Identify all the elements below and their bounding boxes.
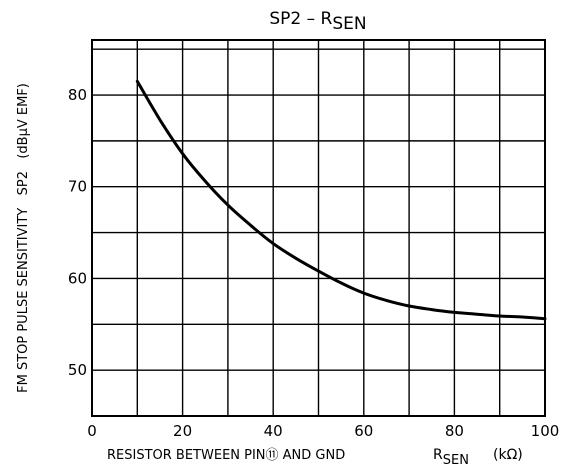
x-axis-unit: (kΩ) <box>493 447 523 463</box>
x-axis-symbol-main: R <box>433 447 443 463</box>
y-tick-label: 70 <box>68 178 87 196</box>
y-tick-label: 50 <box>68 361 87 379</box>
grid <box>92 40 545 416</box>
x-tick-labels: 0 20 40 60 80 100 <box>87 422 559 440</box>
y-tick-label: 60 <box>68 269 87 287</box>
series-line <box>135 79 547 321</box>
x-tick-label: 100 <box>531 422 560 440</box>
series-layer <box>135 79 547 321</box>
y-axis-label: FM STOP PULSE SENSITIVITY SP2 (dBμV EMF) <box>16 83 31 393</box>
x-tick-label: 20 <box>173 422 192 440</box>
x-axis-label: RESISTOR BETWEEN PIN⑪ AND GND <box>107 448 345 463</box>
plot-frame <box>91 39 546 417</box>
chart-title: SP2 – RSEN <box>269 9 366 34</box>
chart-title-sub: SEN <box>332 14 366 34</box>
x-tick-label: 0 <box>87 422 97 440</box>
x-tick-label: 40 <box>264 422 283 440</box>
y-tick-labels: 50 60 70 80 <box>68 86 87 379</box>
x-tick-label: 80 <box>445 422 464 440</box>
y-tick-label: 80 <box>68 86 87 104</box>
x-axis-symbol: RSEN <box>433 447 469 466</box>
x-tick-label: 60 <box>354 422 373 440</box>
chart-title-main: SP2 – R <box>269 9 332 29</box>
x-axis-symbol-sub: SEN <box>443 453 469 466</box>
